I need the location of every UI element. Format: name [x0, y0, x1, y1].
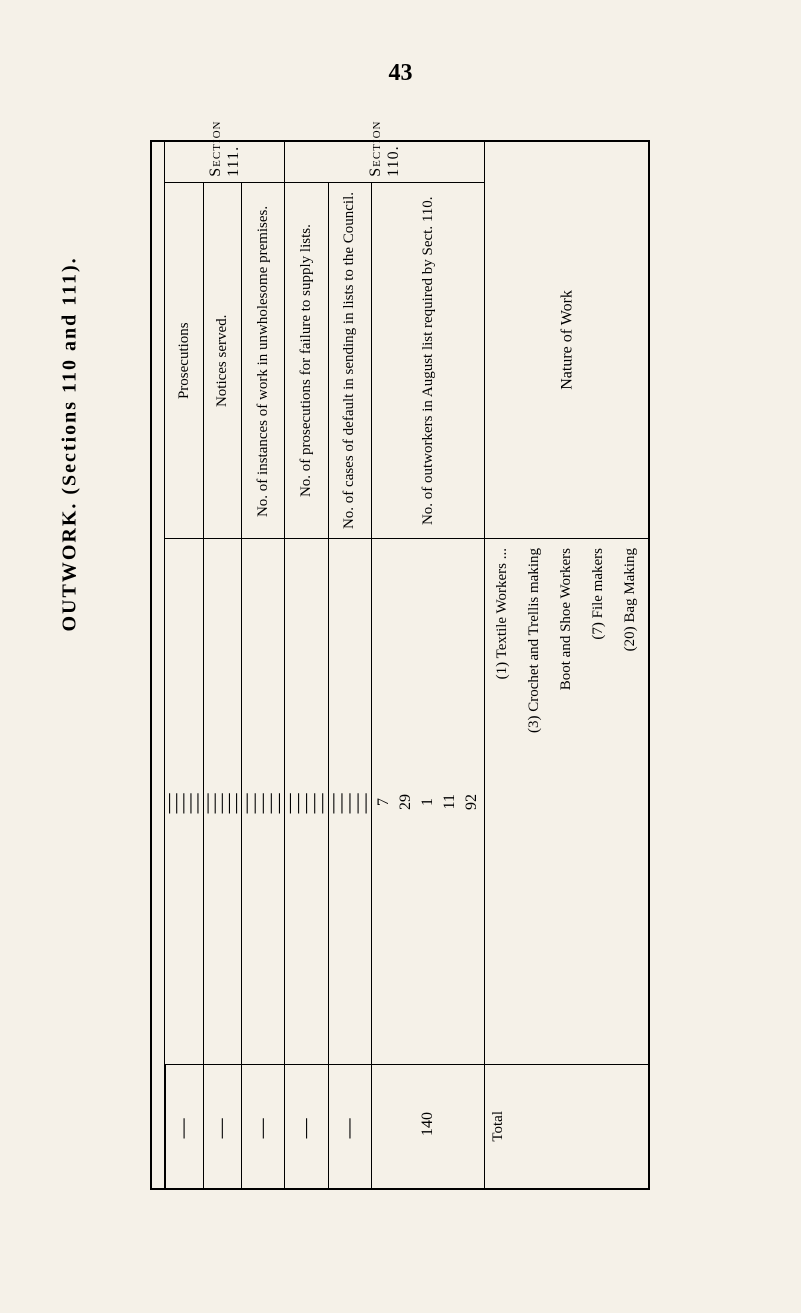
table-container: Section 111. Section 110. Nature of Work…: [150, 140, 650, 1190]
prosecutions-failure-data: | | | | |: [285, 539, 328, 1065]
col-notices: Notices served.: [203, 183, 242, 539]
col-cases-default: No. of cases of default in sending in li…: [328, 183, 371, 539]
cell-r3-pf: |: [312, 789, 316, 815]
total-ow: 140: [372, 1065, 485, 1189]
col-prosecutions-failure: No. of prosecutions for failure to suppl…: [285, 183, 328, 539]
total-cd: |: [328, 1065, 371, 1189]
cell-r0-prosecutions: |: [167, 789, 171, 815]
cell-r1-notices: |: [213, 789, 217, 815]
total-prosecutions: |: [165, 1065, 204, 1189]
cell-r4-instances: |: [277, 789, 281, 815]
total-notices: |: [203, 1065, 242, 1189]
page: 43 OUTWORK. (Sections 110 and 111). Sect…: [0, 0, 801, 1313]
cell-r0-pf: |: [288, 789, 292, 815]
total-pf-val: |: [304, 1114, 308, 1139]
row-labels: (1) Textile Workers ... (3) Crochet and …: [485, 539, 649, 1065]
cell-r3-ow: 11: [439, 788, 461, 815]
row-3-label: (7) File makers: [586, 540, 611, 648]
nature-header-text: Nature of Work: [558, 290, 575, 390]
cell-r2-instances: |: [261, 789, 265, 815]
table-title: OUTWORK. (Sections 110 and 111).: [59, 256, 82, 631]
total-pf: |: [285, 1065, 328, 1189]
cell-r4-prosecutions: |: [196, 789, 200, 815]
cell-r3-instances: |: [269, 789, 273, 815]
row-1-label: (3) Crochet and Trellis making: [522, 540, 547, 741]
cell-r1-ow: 29: [395, 788, 417, 816]
cell-r0-ow: 7: [373, 792, 395, 812]
col-prosecutions: Prosecutions: [165, 183, 204, 539]
section-110-label: Section 110.: [285, 141, 485, 183]
cell-r2-pf: |: [304, 789, 308, 815]
cell-r1-pf: |: [296, 789, 300, 815]
cell-r4-pf: |: [321, 789, 325, 815]
spacer-col: [151, 141, 165, 1189]
total-cd-val: |: [348, 1114, 352, 1139]
cell-r0-notices: |: [206, 789, 210, 815]
col-notices-text: Notices served.: [214, 315, 230, 407]
data-row: | | | | | | | | | |: [151, 539, 649, 1065]
cell-r4-cd: |: [364, 789, 368, 815]
cell-r3-cd: |: [356, 789, 360, 815]
total-instances: |: [242, 1065, 285, 1189]
cell-r2-ow: 1: [417, 792, 439, 812]
row-0-label: (1) Textile Workers ...: [490, 540, 515, 687]
row-2-label: Boot and Shoe Workers: [554, 540, 579, 698]
section-110-text: Section 110.: [367, 121, 402, 177]
col-prosecutions-failure-text: No. of prosecutions for failure to suppl…: [298, 224, 314, 497]
prosecutions-data: | | | | |: [165, 539, 204, 1065]
total-instances-val: |: [261, 1114, 265, 1139]
cell-r1-prosecutions: |: [174, 789, 178, 815]
page-number: 43: [389, 60, 413, 87]
nature-header: Nature of Work: [485, 141, 649, 539]
row-4-label: (20) Bag Making: [618, 540, 643, 659]
cell-r2-cd: |: [348, 789, 352, 815]
cell-r2-prosecutions: |: [182, 789, 186, 815]
total-notices-val: |: [220, 1114, 224, 1139]
cell-r4-notices: |: [234, 789, 238, 815]
notices-data: | | | | |: [203, 539, 242, 1065]
instances-data: | | | | |: [242, 539, 285, 1065]
col-outworkers-text: No. of outworkers in August list require…: [420, 196, 436, 525]
section-111-text: Section 111.: [207, 121, 242, 177]
total-ow-val: 140: [417, 1106, 439, 1142]
total-prosecutions-val: |: [182, 1114, 186, 1139]
col-instances-text: No. of instances of work in unwholesome …: [255, 205, 271, 516]
cell-r4-ow: 92: [461, 788, 483, 816]
col-cases-default-text: No. of cases of default in sending in li…: [341, 192, 357, 529]
cell-r3-notices: |: [227, 789, 231, 815]
cell-r0-instances: |: [245, 789, 249, 815]
outworkers-data: 7 29 1 11 92: [372, 539, 485, 1065]
col-instances: No. of instances of work in unwholesome …: [242, 183, 285, 539]
col-outworkers: No. of outworkers in August list require…: [372, 183, 485, 539]
cell-r3-prosecutions: |: [189, 789, 193, 815]
col-prosecutions-text: Prosecutions: [175, 322, 191, 399]
cell-r1-cd: |: [340, 789, 344, 815]
cases-default-data: | | | | |: [328, 539, 371, 1065]
outwork-table: Section 111. Section 110. Nature of Work…: [150, 140, 650, 1190]
cell-r2-notices: |: [220, 789, 224, 815]
cell-r1-instances: |: [253, 789, 257, 815]
total-row: | | | | | 140 Total: [151, 1065, 649, 1189]
total-label-cell: Total: [485, 1065, 649, 1189]
section-111-label: Section 111.: [165, 141, 285, 183]
cell-r0-cd: |: [332, 789, 336, 815]
total-label: Total: [486, 1103, 511, 1150]
